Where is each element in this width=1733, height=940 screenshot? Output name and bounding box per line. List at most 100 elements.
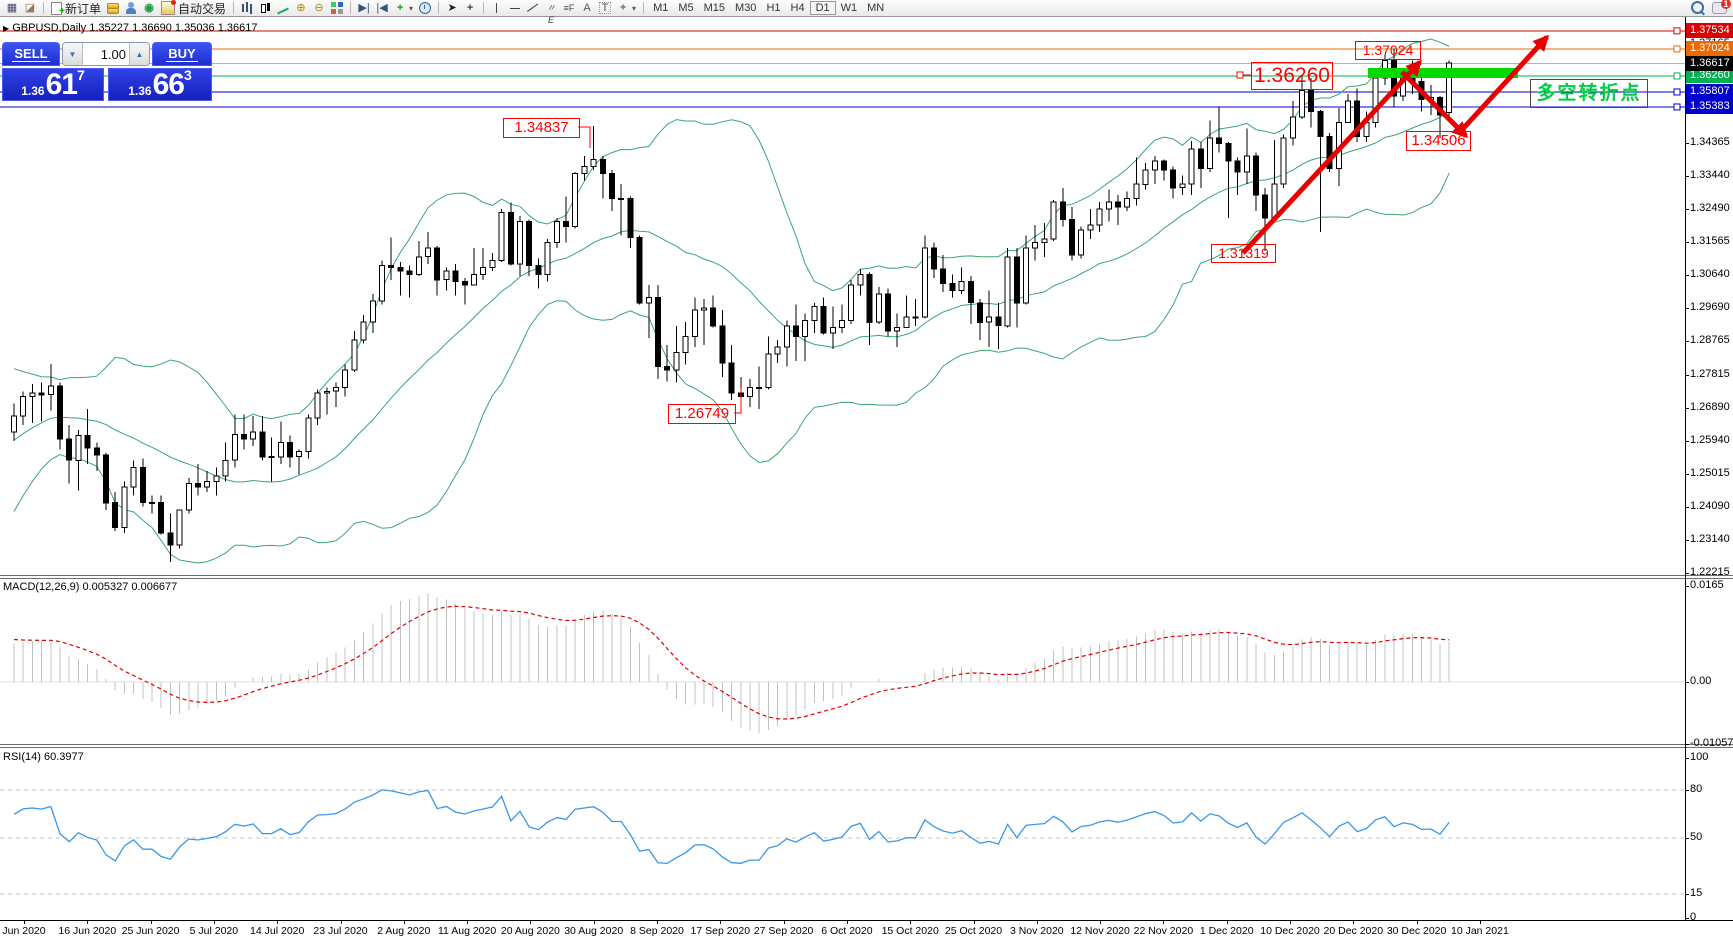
time-tick-label: 20 Aug 2020 bbox=[500, 925, 560, 937]
trendline-button[interactable] bbox=[524, 1, 542, 16]
time-tick-label: 11 Aug 2020 bbox=[437, 925, 497, 937]
price-tick-label: 1.31565 bbox=[1690, 235, 1730, 248]
bar-chart-button[interactable] bbox=[238, 1, 256, 16]
chevron-down-icon: ▾ bbox=[632, 3, 637, 13]
ohlc-high: 1.36690 bbox=[132, 22, 172, 34]
toolbar-right: 1 bbox=[1691, 0, 1731, 14]
tile-windows-button[interactable] bbox=[328, 1, 346, 16]
deposit-button[interactable] bbox=[104, 1, 122, 16]
price-annotation[interactable]: 1.26749 bbox=[668, 404, 736, 424]
rsi-label: RSI(14) 60.3977 bbox=[3, 751, 84, 763]
timeframe-button-w1[interactable]: W1 bbox=[840, 2, 858, 14]
gold-deposit-icon bbox=[107, 2, 120, 14]
new-order-icon bbox=[51, 1, 65, 18]
price-annotation[interactable]: 1.34506 bbox=[1406, 131, 1471, 151]
price-line-label: 1.35807 bbox=[1686, 84, 1733, 100]
search-icon[interactable] bbox=[1691, 1, 1704, 14]
shapes-button[interactable]: ✦ ▾ bbox=[614, 1, 639, 16]
macd-pane[interactable] bbox=[0, 578, 1685, 744]
signals-icon: ◉ bbox=[144, 2, 154, 14]
signals-button[interactable]: ◉ bbox=[140, 1, 158, 16]
time-tick-label: 8 Sep 2020 bbox=[630, 925, 684, 937]
timeframe-button-m15[interactable]: M15 bbox=[703, 2, 726, 14]
notifications-icon[interactable]: 1 bbox=[1712, 0, 1731, 14]
cursor-button[interactable]: ➤ bbox=[443, 1, 461, 16]
line-chart-button[interactable] bbox=[274, 1, 292, 16]
crosshair-button[interactable]: + bbox=[461, 1, 479, 16]
time-tick-label: 16 Jun 2020 bbox=[58, 925, 117, 937]
timeframe-button-d1[interactable]: D1 bbox=[809, 1, 836, 15]
time-axis-line bbox=[0, 920, 1733, 921]
chart-window-icon[interactable]: ▦ bbox=[6, 2, 18, 14]
period-button[interactable] bbox=[416, 1, 434, 16]
community-button[interactable] bbox=[122, 1, 140, 16]
price-annotation[interactable]: 1.31319 bbox=[1211, 244, 1276, 263]
vertical-line-button[interactable] bbox=[488, 1, 506, 16]
text-label-icon: T bbox=[599, 2, 612, 14]
timeframe-button-mn[interactable]: MN bbox=[867, 2, 885, 14]
indicator-window-icon[interactable]: ◪ bbox=[24, 2, 36, 14]
timeframe-button-m1[interactable]: M1 bbox=[653, 2, 669, 14]
price-tick-label: 1.25940 bbox=[1690, 434, 1730, 447]
price-annotation[interactable]: 1.37024 bbox=[1355, 41, 1421, 60]
price-tick-label: 1.23140 bbox=[1690, 533, 1730, 546]
vertical-line-icon bbox=[491, 2, 503, 14]
rsi-pane[interactable] bbox=[0, 747, 1685, 920]
divider bbox=[643, 2, 645, 14]
chart-shift-button[interactable]: |◀ bbox=[373, 1, 391, 16]
price-tick-label: 15 bbox=[1690, 887, 1703, 899]
text-label-button[interactable]: T bbox=[596, 1, 614, 16]
volume-increase-button[interactable]: ▲ bbox=[129, 43, 149, 65]
volume-input[interactable] bbox=[83, 43, 129, 65]
timeframe-button-m30[interactable]: M30 bbox=[735, 2, 757, 14]
channel-button[interactable]: 〃E bbox=[542, 1, 560, 25]
time-tick-label: 20 Dec 2020 bbox=[1323, 925, 1384, 937]
timeframe-button-h1[interactable]: H1 bbox=[766, 2, 781, 14]
series-marker-icon: ▶ bbox=[3, 24, 10, 33]
time-tick-label: 5 Jul 2020 bbox=[189, 925, 239, 937]
price-tick-label: 80 bbox=[1690, 783, 1703, 795]
autotrading-button[interactable]: 自动交易 bbox=[158, 0, 229, 16]
timeframe-button-h4[interactable]: H4 bbox=[790, 2, 805, 14]
new-order-button[interactable]: 新订单 bbox=[48, 1, 104, 18]
add-indicator-button[interactable]: + ▾ bbox=[391, 1, 416, 16]
price-line-label: 1.35383 bbox=[1686, 99, 1733, 115]
ohlc-close: 1.36617 bbox=[217, 22, 258, 34]
buy-price[interactable]: 1.36 66 3 bbox=[108, 67, 212, 101]
text-icon: A bbox=[583, 2, 591, 14]
price-line-label: 1.37024 bbox=[1686, 41, 1733, 57]
annotation-note: 多空转折点 bbox=[1530, 79, 1648, 108]
volume-decrease-button[interactable]: ▼ bbox=[63, 43, 83, 65]
zoom-out-button[interactable]: ⊖ bbox=[310, 1, 328, 16]
notification-badge: 1 bbox=[1721, 0, 1731, 9]
shapes-icon: ✦ bbox=[618, 2, 628, 14]
pane-separator[interactable] bbox=[0, 744, 1733, 745]
price-line-label: 1.36617 bbox=[1686, 55, 1733, 71]
horizontal-line-button[interactable] bbox=[506, 1, 524, 16]
auto-scroll-button[interactable]: ▶| bbox=[355, 1, 373, 16]
candlestick-chart-button[interactable] bbox=[256, 1, 274, 16]
buy-button[interactable]: BUY bbox=[152, 42, 212, 66]
text-button[interactable]: A bbox=[578, 1, 596, 16]
zoom-out-icon: ⊖ bbox=[314, 2, 324, 14]
ohlc-open: 1.35227 bbox=[89, 22, 130, 34]
pane-separator[interactable] bbox=[0, 575, 1733, 576]
sell-button[interactable]: SELL bbox=[2, 42, 60, 66]
fibonacci-button[interactable]: ≡F bbox=[560, 1, 578, 16]
price-annotation[interactable]: 1.34837 bbox=[503, 118, 580, 138]
price-annotation[interactable]: 1.36260 bbox=[1251, 62, 1333, 90]
main-chart-pane[interactable] bbox=[0, 17, 1685, 575]
time-tick-label: 27 Sep 2020 bbox=[753, 925, 814, 937]
zoom-in-button[interactable]: ⊕ bbox=[292, 1, 310, 16]
price-scale[interactable]: 1.371651.352901.343651.334401.324901.315… bbox=[1685, 0, 1733, 923]
autotrading-icon bbox=[161, 0, 177, 15]
period-clock-icon bbox=[419, 2, 432, 14]
time-axis[interactable]: Jun 2020 16 Jun 2020 25 Jun 2020 5 Jul 2020… bbox=[0, 920, 1733, 940]
time-tick-label: 14 Jul 2020 bbox=[250, 925, 305, 937]
candlestick-chart-icon bbox=[259, 2, 271, 14]
sell-label: SELL bbox=[12, 46, 50, 62]
sell-price[interactable]: 1.36 61 7 bbox=[2, 67, 104, 101]
timeframe-button-m5[interactable]: M5 bbox=[678, 2, 694, 14]
price-tick-label: 1.28765 bbox=[1690, 334, 1730, 347]
